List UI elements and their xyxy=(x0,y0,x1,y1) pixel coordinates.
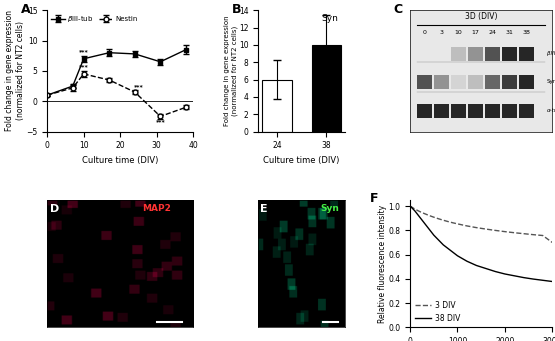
Text: B: B xyxy=(232,3,241,16)
3 DIV xyxy=(502,229,508,234)
Y-axis label: Fold change in gene expression
(normalized for NT2 cells): Fold change in gene expression (normaliz… xyxy=(6,10,25,131)
Bar xyxy=(502,104,517,118)
Text: ***: *** xyxy=(155,119,165,124)
Text: 31: 31 xyxy=(506,30,513,35)
Bar xyxy=(519,104,534,118)
3 DIV xyxy=(483,227,490,231)
Text: E: E xyxy=(260,204,268,214)
38 DIV xyxy=(473,264,480,268)
Text: F: F xyxy=(370,192,379,205)
Bar xyxy=(502,75,517,89)
Text: 17: 17 xyxy=(472,30,480,35)
Bar xyxy=(451,104,466,118)
3 DIV xyxy=(440,218,447,222)
Bar xyxy=(468,47,483,61)
3 DIV xyxy=(521,232,527,236)
3 DIV xyxy=(431,215,437,219)
3 DIV xyxy=(411,207,418,211)
3 DIV xyxy=(445,220,451,224)
38 DIV xyxy=(431,233,437,237)
Bar xyxy=(519,47,534,61)
38 DIV xyxy=(502,272,508,276)
Bar xyxy=(519,75,534,89)
Text: 0: 0 xyxy=(422,30,426,35)
Bar xyxy=(485,47,501,61)
Text: α-tub: α-tub xyxy=(547,108,555,114)
Y-axis label: Fold change in gene expression
(normalized for NT2 cells): Fold change in gene expression (normaliz… xyxy=(224,16,238,126)
3 DIV xyxy=(454,222,461,226)
3 DIV xyxy=(530,233,537,237)
Bar xyxy=(433,75,449,89)
Bar xyxy=(433,104,449,118)
3 DIV xyxy=(549,240,555,244)
Text: 24: 24 xyxy=(488,30,497,35)
X-axis label: Culture time (DIV): Culture time (DIV) xyxy=(264,156,340,165)
Bar xyxy=(262,79,292,132)
Text: 3D (DIV): 3D (DIV) xyxy=(465,12,497,21)
Y-axis label: Relative fluorescence intensity: Relative fluorescence intensity xyxy=(378,205,387,323)
Text: 38: 38 xyxy=(523,30,531,35)
38 DIV xyxy=(445,247,451,251)
Bar xyxy=(416,104,432,118)
38 DIV xyxy=(521,276,527,280)
Text: βIII-tub: βIII-tub xyxy=(547,51,555,56)
Bar xyxy=(502,47,517,61)
38 DIV xyxy=(492,269,499,273)
3 DIV xyxy=(421,211,428,216)
Text: D: D xyxy=(50,204,59,214)
Bar xyxy=(416,75,432,89)
38 DIV xyxy=(407,204,413,208)
3 DIV xyxy=(416,209,423,213)
3 DIV xyxy=(539,234,546,238)
3 DIV xyxy=(473,226,480,230)
3 DIV xyxy=(407,204,413,208)
Bar xyxy=(485,104,501,118)
Text: 10: 10 xyxy=(455,30,462,35)
38 DIV xyxy=(549,280,555,284)
38 DIV xyxy=(463,259,470,263)
38 DIV xyxy=(454,254,461,258)
Text: ***: *** xyxy=(79,64,89,69)
38 DIV xyxy=(483,266,490,270)
3 DIV xyxy=(511,231,518,235)
Line: 3 DIV: 3 DIV xyxy=(410,206,552,242)
3 DIV xyxy=(492,228,499,233)
Text: ***: *** xyxy=(79,49,89,54)
Legend: 3 DIV, 38 DIV: 3 DIV, 38 DIV xyxy=(414,300,461,324)
3 DIV xyxy=(463,224,470,228)
Text: Syn: Syn xyxy=(321,204,340,213)
38 DIV xyxy=(450,250,456,254)
38 DIV xyxy=(511,274,518,278)
38 DIV xyxy=(411,209,418,213)
Bar xyxy=(468,104,483,118)
38 DIV xyxy=(421,221,428,225)
3 DIV xyxy=(435,217,442,221)
38 DIV xyxy=(530,277,537,281)
38 DIV xyxy=(416,215,423,219)
X-axis label: Culture time (DIV): Culture time (DIV) xyxy=(82,156,158,165)
Text: A: A xyxy=(21,3,31,16)
Text: MAP2: MAP2 xyxy=(142,204,171,213)
Text: C: C xyxy=(393,3,402,16)
Bar xyxy=(468,75,483,89)
Legend: $\beta$III-tub, Nestin: $\beta$III-tub, Nestin xyxy=(51,14,138,25)
3 DIV xyxy=(426,213,432,218)
Text: Syn: Syn xyxy=(321,14,338,23)
38 DIV xyxy=(539,278,546,282)
Text: ***: *** xyxy=(134,84,143,89)
Bar xyxy=(451,47,466,61)
Text: 3: 3 xyxy=(440,30,443,35)
Bar xyxy=(485,75,501,89)
Bar xyxy=(311,45,341,132)
38 DIV xyxy=(426,227,432,231)
3 DIV xyxy=(450,221,456,225)
Line: 38 DIV: 38 DIV xyxy=(410,206,552,282)
38 DIV xyxy=(435,238,442,242)
Text: Syn: Syn xyxy=(547,79,555,84)
38 DIV xyxy=(440,243,447,247)
Bar xyxy=(451,75,466,89)
